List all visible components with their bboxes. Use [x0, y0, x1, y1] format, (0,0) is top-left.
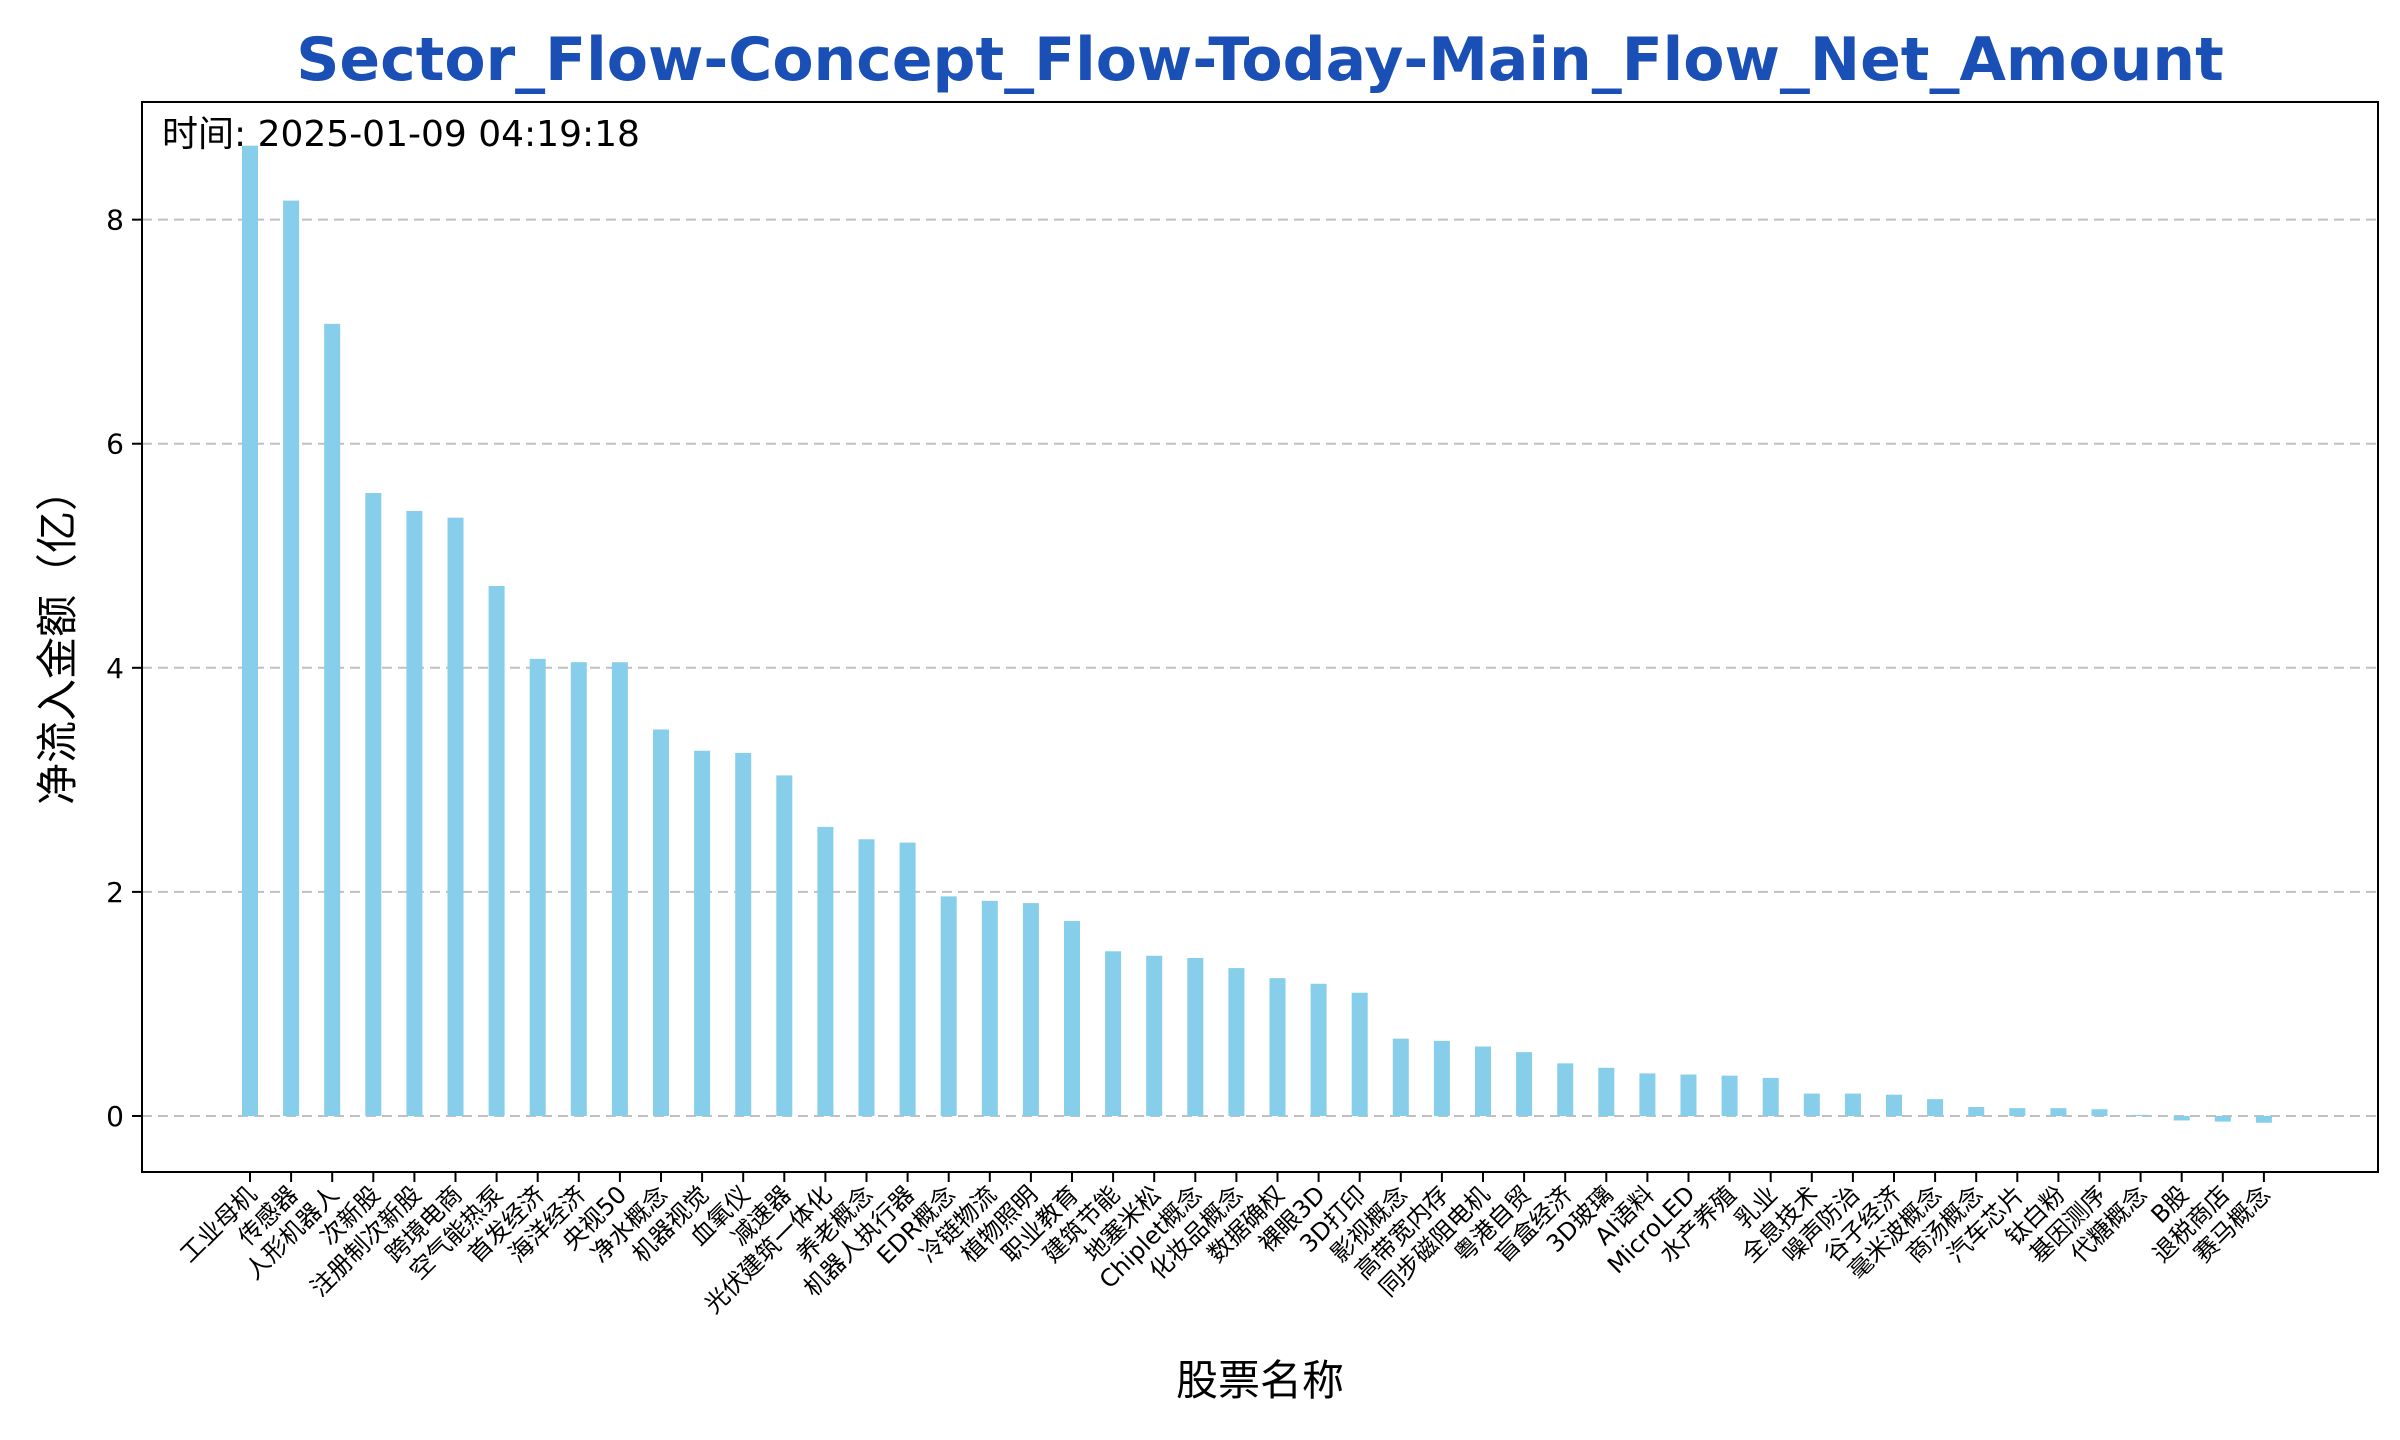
- bar: [858, 839, 875, 1116]
- y-axis-label: 净流入金额（亿）: [33, 469, 82, 805]
- bar: [1927, 1099, 1944, 1116]
- bar: [242, 145, 258, 1116]
- y-tick-label: 0: [106, 1100, 124, 1133]
- bar: [2091, 1109, 2108, 1116]
- bar: [1022, 903, 1039, 1116]
- bar: [2050, 1108, 2067, 1116]
- bar: [735, 752, 752, 1116]
- bar: [2214, 1115, 2231, 1122]
- bar: [1639, 1073, 1656, 1116]
- bar: [1475, 1046, 1491, 1116]
- bar: [365, 493, 382, 1116]
- bar: [1310, 983, 1327, 1116]
- x-axis-ticks: 工业母机传感器人形机器人次新股注册制次新股跨境电商空气能热泵首发经济海洋经济央视…: [175, 1172, 2276, 1319]
- bar: [447, 517, 464, 1116]
- bar: [1598, 1067, 1615, 1116]
- bar: [1187, 958, 1204, 1116]
- bar: [694, 750, 711, 1116]
- bar: [1762, 1077, 1779, 1116]
- bar: [940, 896, 957, 1116]
- y-tick-label: 8: [106, 204, 124, 237]
- y-tick-label: 2: [106, 876, 124, 909]
- bar: [283, 200, 300, 1116]
- bar: [1721, 1075, 1738, 1116]
- bar: [1516, 1052, 1533, 1116]
- bar: [1228, 968, 1245, 1116]
- timestamp-annotation: 时间: 2025-01-09 04:19:18: [162, 114, 640, 155]
- y-tick-label: 6: [106, 428, 124, 461]
- bar: [1803, 1093, 1820, 1116]
- bar: [2255, 1115, 2272, 1123]
- bar: [529, 658, 546, 1116]
- bar: [1844, 1093, 1861, 1116]
- bar: [981, 900, 998, 1116]
- bar: [1433, 1040, 1450, 1116]
- chart-title: Sector_Flow-Concept_Flow-Today-Main_Flow…: [296, 25, 2224, 95]
- bar: [1105, 951, 1122, 1116]
- bar: [1680, 1074, 1697, 1116]
- bar: [1392, 1038, 1409, 1116]
- bar: [653, 729, 669, 1116]
- bar: [2009, 1108, 2026, 1116]
- grid-lines: [142, 218, 2378, 1117]
- bar: [2173, 1115, 2190, 1121]
- bar-series: [242, 145, 2272, 1123]
- bar: [899, 842, 916, 1116]
- bar: [488, 586, 505, 1116]
- bar: [776, 775, 793, 1116]
- bar: [1968, 1107, 1985, 1116]
- bar: [1269, 978, 1286, 1116]
- y-tick-label: 4: [106, 652, 124, 685]
- x-axis-label: 股票名称: [1176, 1356, 1344, 1405]
- bar: [611, 662, 628, 1116]
- bar: [1557, 1063, 1574, 1116]
- plot-frame: [141, 101, 2379, 1173]
- bar: [406, 510, 423, 1116]
- bar: [1886, 1094, 1902, 1116]
- bar: [1064, 921, 1080, 1116]
- bar: [2132, 1114, 2149, 1116]
- bar: [1351, 992, 1368, 1116]
- bar: [817, 826, 834, 1116]
- bar: [324, 323, 341, 1116]
- bar: [570, 662, 587, 1116]
- bar: [1146, 955, 1163, 1116]
- y-axis-ticks: 0 2 4 6 8: [106, 204, 142, 1133]
